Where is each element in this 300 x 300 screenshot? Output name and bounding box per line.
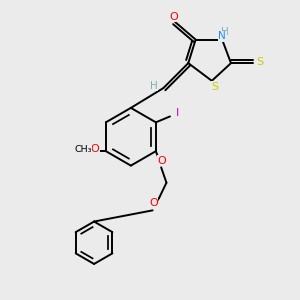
Text: I: I — [176, 109, 179, 118]
Text: O: O — [91, 144, 99, 154]
Text: S: S — [256, 57, 263, 67]
Text: O: O — [169, 12, 178, 22]
Text: H: H — [221, 27, 229, 37]
Text: O: O — [158, 156, 167, 166]
Text: S: S — [211, 82, 218, 92]
Text: N: N — [218, 31, 226, 41]
Text: O: O — [149, 198, 158, 208]
Text: CH₃: CH₃ — [74, 145, 92, 154]
Text: H: H — [150, 81, 158, 91]
